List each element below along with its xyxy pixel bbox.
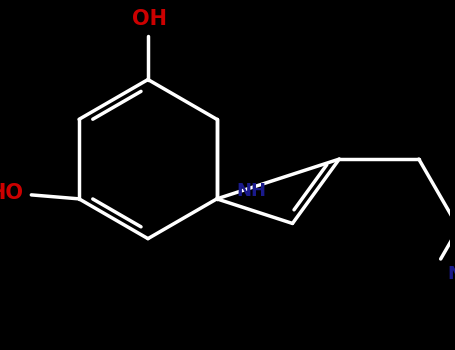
Text: NH₂: NH₂ xyxy=(447,265,455,284)
Text: NH: NH xyxy=(237,182,267,200)
Text: OH: OH xyxy=(132,9,167,29)
Text: HO: HO xyxy=(0,183,23,203)
